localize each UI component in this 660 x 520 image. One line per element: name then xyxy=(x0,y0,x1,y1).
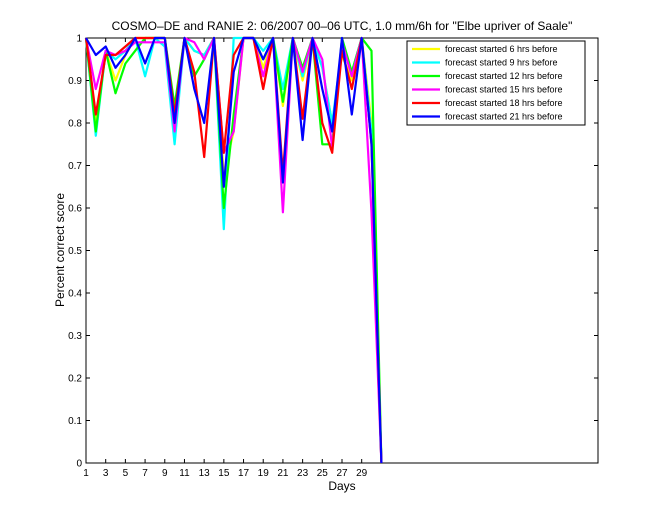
x-tick-label: 17 xyxy=(238,468,250,479)
y-axis: 0 0.1 0.2 0.3 0.4 0.5 0.6 0.7 0.8 0.9 1 xyxy=(68,34,598,470)
legend-label-5: forecast started 18 hrs before xyxy=(445,98,563,108)
x-tick-label: 1 xyxy=(83,468,89,479)
x-tick-label: 9 xyxy=(162,468,168,479)
legend-label-1: forecast started 6 hrs before xyxy=(445,44,558,54)
y-tick-label: 0 xyxy=(76,459,82,470)
x-tick-label: 13 xyxy=(199,468,211,479)
chart-title: COSMO–DE and RANIE 2: 06/2007 00–06 UTC,… xyxy=(112,19,573,33)
x-tick-label: 27 xyxy=(336,468,348,479)
x-axis-label: Days xyxy=(328,479,355,493)
x-tick-label: 23 xyxy=(297,468,309,479)
legend-box xyxy=(406,40,586,126)
y-tick-label: 0.9 xyxy=(68,76,82,87)
y-tick-label: 0.4 xyxy=(68,289,82,300)
y-tick-label: 0.8 xyxy=(68,119,82,130)
x-tick-label: 11 xyxy=(179,468,190,479)
legend-label-3: forecast started 12 hrs before xyxy=(445,71,563,81)
x-tick-label: 19 xyxy=(258,468,270,479)
series-lines xyxy=(84,36,383,464)
legend: forecast started 6 hrs before forecast st… xyxy=(406,40,586,126)
y-tick-label: 0.3 xyxy=(68,331,82,342)
y-tick-label: 0.7 xyxy=(68,161,82,172)
legend-label-6: forecast started 21 hrs before xyxy=(445,112,563,122)
x-tick-label: 15 xyxy=(218,468,230,479)
x-tick-label: 5 xyxy=(123,468,129,479)
x-tick-label: 7 xyxy=(142,468,148,479)
legend-label-4: forecast started 15 hrs before xyxy=(445,85,563,95)
legend-label-2: forecast started 9 hrs before xyxy=(445,58,558,68)
x-tick-label: 3 xyxy=(103,468,109,479)
x-tick-label: 21 xyxy=(277,468,289,479)
y-tick-label: 1 xyxy=(76,34,82,45)
y-tick-label: 0.1 xyxy=(68,416,82,427)
x-tick-label: 29 xyxy=(356,468,368,479)
series-line-6 xyxy=(85,36,383,464)
y-tick-label: 0.2 xyxy=(68,374,82,385)
y-axis-label: Percent correct score xyxy=(53,193,67,307)
y-tick-label: 0.6 xyxy=(68,204,82,215)
x-tick-label: 25 xyxy=(317,468,329,479)
y-tick-label: 0.5 xyxy=(68,246,82,257)
